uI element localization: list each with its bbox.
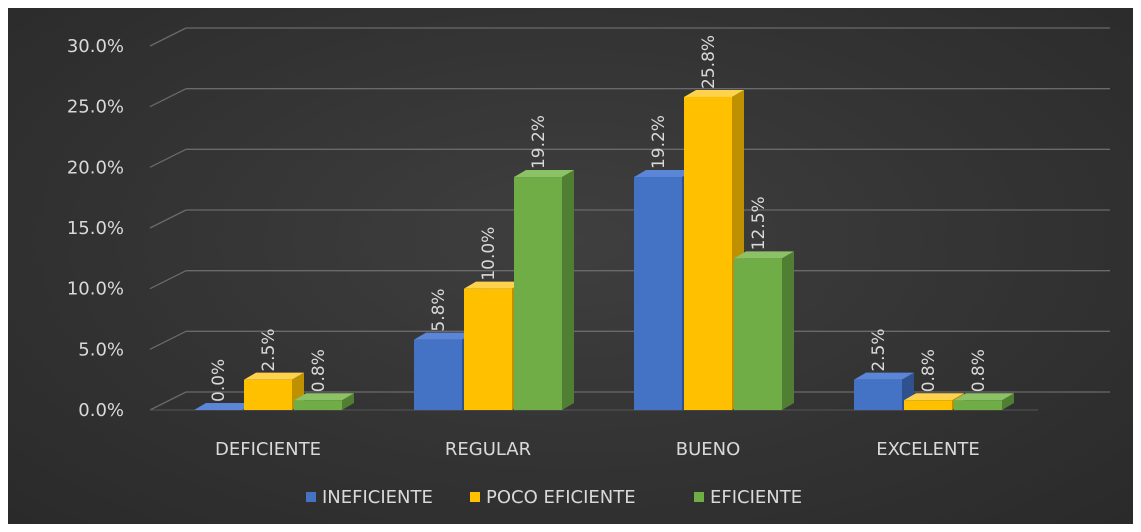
data-label: 0.0% bbox=[209, 359, 229, 402]
bar-top bbox=[634, 170, 694, 178]
bar-top bbox=[904, 393, 964, 401]
data-label: 5.8% bbox=[429, 288, 449, 331]
bar-top bbox=[854, 372, 914, 380]
bar-side bbox=[782, 251, 794, 410]
y-tick-label: 0.0% bbox=[78, 400, 124, 421]
gridline-depth bbox=[149, 330, 187, 350]
bar-chart: 0.0% 5.0% 10.0% 15.0% 20.0% 25.0% 30.0% 0.0% 2.… bbox=[67, 27, 1110, 508]
legend-label: POCO EFICIENTE bbox=[486, 487, 636, 508]
y-tick-label: 25.0% bbox=[67, 97, 124, 118]
data-label: 0.8% bbox=[969, 349, 989, 392]
legend-item: EFICIENTE bbox=[694, 487, 802, 508]
bar-top bbox=[514, 170, 574, 178]
bar-top bbox=[464, 281, 524, 289]
legend-swatch bbox=[470, 492, 480, 502]
x-tick-label: REGULAR bbox=[445, 439, 531, 460]
bar-side bbox=[1002, 393, 1014, 410]
data-label: 2.5% bbox=[259, 328, 279, 371]
y-axis: 0.0% 5.0% 10.0% 15.0% 20.0% 25.0% 30.0% bbox=[67, 36, 124, 421]
data-label: 12.5% bbox=[749, 196, 769, 250]
gridline-depth bbox=[149, 391, 187, 411]
data-label: 19.2% bbox=[529, 115, 549, 169]
x-axis: DEFICIENTE REGULAR BUENO EXCELENTE bbox=[215, 439, 980, 460]
x-tick-label: DEFICIENTE bbox=[215, 439, 321, 460]
y-tick-label: 5.0% bbox=[78, 339, 124, 360]
bar-top bbox=[244, 372, 304, 380]
bar-front bbox=[854, 379, 902, 410]
bar bbox=[194, 403, 254, 410]
gridline-depth bbox=[149, 88, 187, 108]
y-tick-label: 30.0% bbox=[67, 36, 124, 57]
data-label: 0.8% bbox=[309, 349, 329, 392]
bar bbox=[294, 393, 354, 410]
data-labels: 0.0% 2.5% 0.8% 5.8% 10.0% 19.2% 19.2% 25.8% 12.5… bbox=[209, 35, 989, 402]
bar-top bbox=[954, 393, 1014, 401]
data-label: 10.0% bbox=[479, 227, 499, 281]
bar-front bbox=[904, 400, 952, 410]
data-label: 25.8% bbox=[699, 35, 719, 89]
bar-top bbox=[684, 89, 744, 97]
data-label: 0.8% bbox=[919, 349, 939, 392]
bar-front bbox=[684, 96, 732, 411]
bar-top bbox=[294, 393, 354, 401]
bars bbox=[194, 89, 1014, 411]
bar-top bbox=[414, 332, 474, 340]
bar-side bbox=[342, 393, 354, 410]
x-tick-label: BUENO bbox=[676, 439, 741, 460]
bar-front bbox=[294, 400, 342, 410]
bar-front bbox=[414, 339, 462, 410]
bar-front bbox=[464, 288, 512, 410]
bar-top bbox=[734, 251, 794, 259]
gridlines bbox=[149, 27, 1110, 411]
bar-side bbox=[562, 170, 574, 410]
legend-item: INEFICIENTE bbox=[306, 487, 433, 508]
legend-label: INEFICIENTE bbox=[322, 487, 433, 508]
bar bbox=[734, 251, 794, 410]
gridline-depth bbox=[149, 209, 187, 229]
bar-front bbox=[244, 379, 292, 410]
legend-item: POCO EFICIENTE bbox=[470, 487, 636, 508]
data-label: 19.2% bbox=[649, 115, 669, 169]
bar-front bbox=[514, 177, 562, 410]
gridline-depth bbox=[149, 270, 187, 290]
gridline-depth bbox=[149, 27, 187, 47]
bar-front bbox=[954, 400, 1002, 410]
chart-area: 0.0% 5.0% 10.0% 15.0% 20.0% 25.0% 30.0% 0.0% 2.… bbox=[8, 8, 1133, 524]
gridline-depth bbox=[149, 148, 187, 168]
legend: INEFICIENTE POCO EFICIENTE EFICIENTE bbox=[306, 487, 802, 508]
legend-swatch bbox=[306, 492, 316, 502]
bar-front bbox=[634, 177, 682, 410]
legend-label: EFICIENTE bbox=[710, 487, 802, 508]
bar bbox=[514, 170, 574, 410]
y-tick-label: 15.0% bbox=[67, 218, 124, 239]
legend-swatch bbox=[694, 492, 704, 502]
bar-top bbox=[194, 403, 254, 410]
bar bbox=[954, 393, 1014, 410]
bar-front bbox=[734, 258, 782, 410]
y-tick-label: 20.0% bbox=[67, 157, 124, 178]
data-label: 2.5% bbox=[869, 328, 889, 371]
x-tick-label: EXCELENTE bbox=[876, 439, 980, 460]
y-tick-label: 10.0% bbox=[67, 279, 124, 300]
